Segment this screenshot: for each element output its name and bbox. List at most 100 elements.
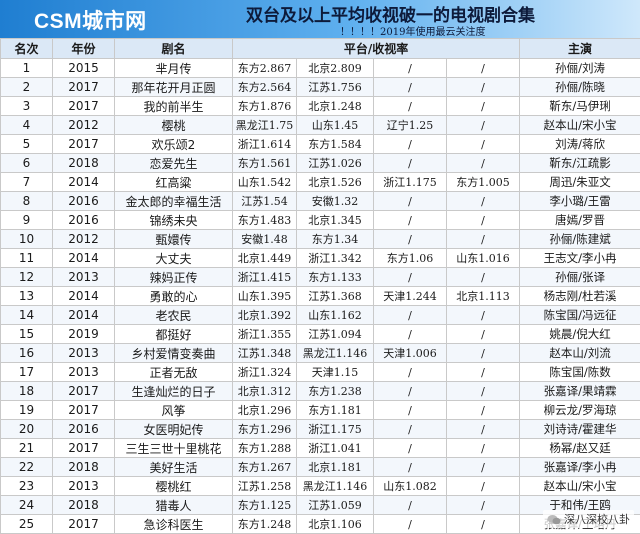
platform-cell-3: / [374, 382, 447, 401]
platform-cell-4: 北京1.113 [447, 287, 520, 306]
platform-cell-3: / [374, 420, 447, 439]
year-cell: 2014 [53, 287, 115, 306]
drama-cell: 芈月传 [115, 59, 233, 78]
drama-cell: 都挺好 [115, 325, 233, 344]
year-cell: 2018 [53, 458, 115, 477]
year-cell: 2017 [53, 515, 115, 534]
platform-cell-2: 浙江1.175 [297, 420, 374, 439]
platform-cell-1: 东方1.125 [233, 496, 297, 515]
rank-cell: 11 [1, 249, 53, 268]
drama-cell: 乡村爱情变奏曲 [115, 344, 233, 363]
year-cell: 2018 [53, 154, 115, 173]
banner-header: CSM城市网 双台及以上平均收视破一的电视剧合集 ！！！！2019年使用最云关注… [0, 0, 640, 38]
platform-cell-4: / [447, 192, 520, 211]
rank-cell: 22 [1, 458, 53, 477]
platform-cell-1: 浙江1.324 [233, 363, 297, 382]
platform-cell-4: / [447, 401, 520, 420]
platform-cell-3: / [374, 458, 447, 477]
rank-cell: 16 [1, 344, 53, 363]
platform-cell-3: / [374, 363, 447, 382]
rank-cell: 18 [1, 382, 53, 401]
platform-cell-4: / [447, 439, 520, 458]
year-cell: 2014 [53, 306, 115, 325]
platform-cell-4: / [447, 515, 520, 534]
rank-cell: 9 [1, 211, 53, 230]
platform-cell-2: 浙江1.342 [297, 249, 374, 268]
platform-cell-4: / [447, 116, 520, 135]
watermark-text: 深八深校八卦 [564, 513, 630, 526]
platform-cell-2: 东方1.133 [297, 268, 374, 287]
drama-cell: 大丈夫 [115, 249, 233, 268]
platform-cell-1: 东方1.483 [233, 211, 297, 230]
platform-cell-2: 北京2.809 [297, 59, 374, 78]
drama-cell: 生逢灿烂的日子 [115, 382, 233, 401]
cast-cell: 杨志刚/杜若溪 [520, 287, 640, 306]
platform-cell-4: / [447, 420, 520, 439]
platform-cell-1: 北京1.296 [233, 401, 297, 420]
platform-cell-3: 天津1.244 [374, 287, 447, 306]
cast-cell: 赵本山/刘流 [520, 344, 640, 363]
brand-logo-text: CSM城市网 [34, 5, 147, 35]
rank-cell: 2 [1, 78, 53, 97]
cast-cell: 张嘉译/果靖霖 [520, 382, 640, 401]
platform-cell-1: 东方1.248 [233, 515, 297, 534]
year-cell: 2016 [53, 211, 115, 230]
platform-cell-1: 山东1.395 [233, 287, 297, 306]
platform-cell-1: 东方1.296 [233, 420, 297, 439]
rank-cell: 8 [1, 192, 53, 211]
cast-cell: 柳云龙/罗海琼 [520, 401, 640, 420]
platform-cell-1: 浙江1.614 [233, 135, 297, 154]
platform-cell-4: / [447, 154, 520, 173]
platform-cell-2: 黑龙江1.146 [297, 477, 374, 496]
platform-cell-3: / [374, 401, 447, 420]
platform-cell-1: 东方1.876 [233, 97, 297, 116]
platform-cell-3: / [374, 325, 447, 344]
platform-cell-4: / [447, 344, 520, 363]
platform-cell-1: 东方2.867 [233, 59, 297, 78]
platform-cell-1: 江苏1.258 [233, 477, 297, 496]
year-cell: 2016 [53, 192, 115, 211]
platform-cell-2: 浙江1.041 [297, 439, 374, 458]
header-cast: 主演 [520, 39, 640, 59]
year-cell: 2012 [53, 230, 115, 249]
platform-cell-4: / [447, 135, 520, 154]
drama-cell: 樱桃红 [115, 477, 233, 496]
platform-cell-2: 北京1.345 [297, 211, 374, 230]
platform-cell-1: 江苏1.348 [233, 344, 297, 363]
year-cell: 2014 [53, 249, 115, 268]
drama-cell: 金太郎的幸福生活 [115, 192, 233, 211]
year-cell: 2015 [53, 59, 115, 78]
drama-cell: 勇敢的心 [115, 287, 233, 306]
platform-cell-3: 天津1.006 [374, 344, 447, 363]
drama-cell: 甄嬛传 [115, 230, 233, 249]
platform-cell-3: 东方1.06 [374, 249, 447, 268]
platform-cell-4: 东方1.005 [447, 173, 520, 192]
chat-bubble-icon [547, 514, 561, 526]
platform-cell-3: / [374, 230, 447, 249]
drama-cell: 我的前半生 [115, 97, 233, 116]
year-cell: 2017 [53, 135, 115, 154]
platform-cell-1: 山东1.542 [233, 173, 297, 192]
rank-cell: 17 [1, 363, 53, 382]
cast-cell: 李小璐/王雷 [520, 192, 640, 211]
drama-cell: 欢乐颂2 [115, 135, 233, 154]
cast-cell: 姚晨/倪大红 [520, 325, 640, 344]
platform-cell-3: / [374, 211, 447, 230]
drama-cell: 锦绣未央 [115, 211, 233, 230]
year-cell: 2013 [53, 268, 115, 287]
cast-cell: 张嘉译/李小冉 [520, 458, 640, 477]
